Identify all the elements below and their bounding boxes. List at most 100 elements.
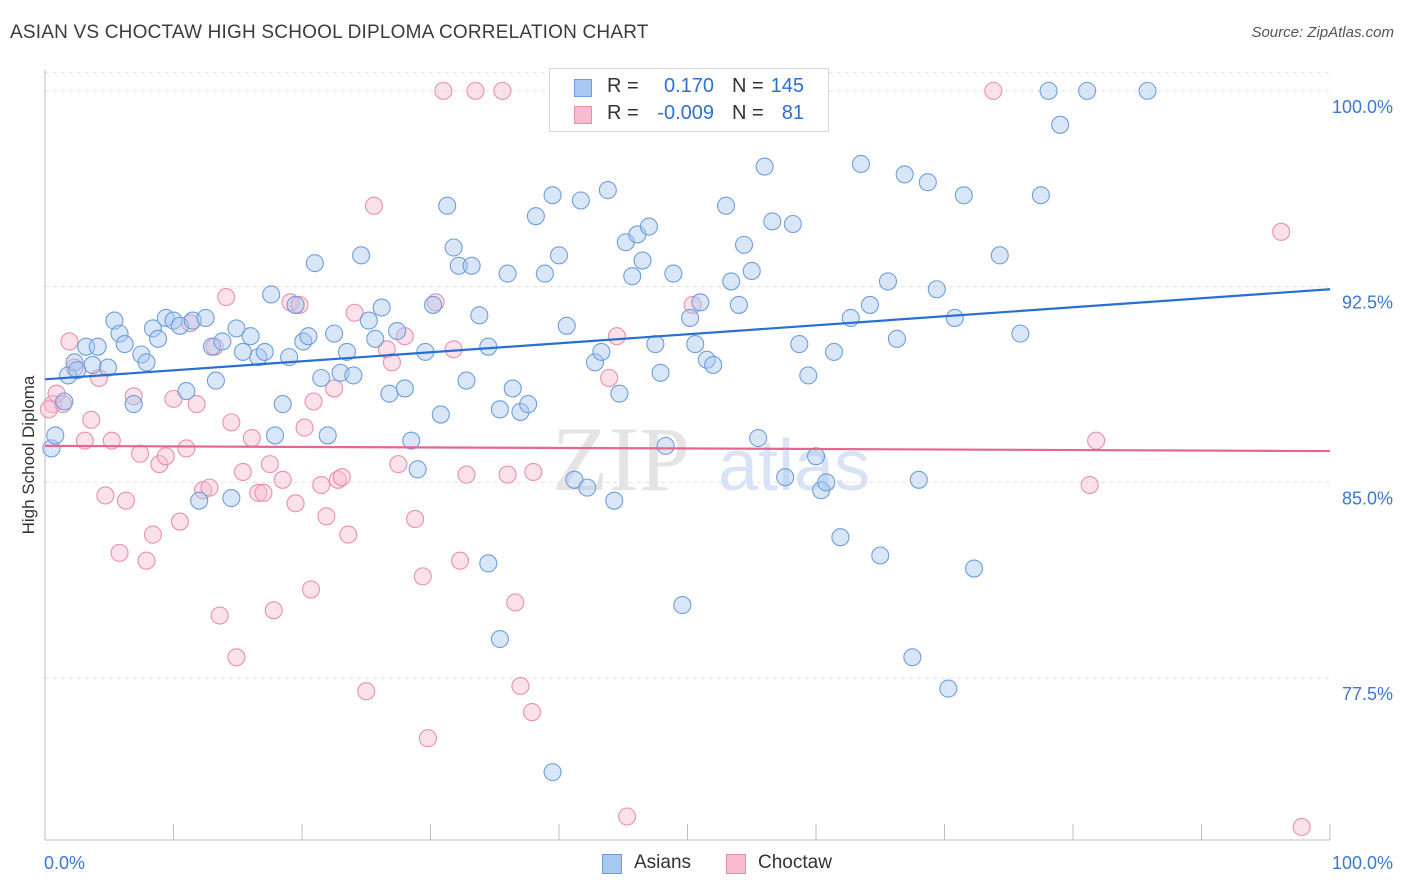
asian-point [824, 342, 844, 361]
y-tick-label: 77.5% [1342, 684, 1393, 704]
asian-point [498, 264, 517, 283]
choctaw-point [177, 439, 196, 458]
asian-point [366, 329, 385, 348]
choctaw-point [339, 525, 358, 544]
choctaw-point [254, 483, 273, 502]
choctaw-point [82, 410, 101, 429]
choctaw-point [102, 431, 121, 450]
asian-point [887, 329, 907, 348]
asian-point [325, 324, 344, 343]
choctaw-point [1080, 475, 1099, 495]
asian-point [691, 293, 710, 312]
choctaw-point [260, 455, 279, 474]
asian-point [273, 395, 292, 414]
asian-point [598, 181, 617, 200]
asian-point [206, 371, 225, 390]
asian-point [664, 264, 683, 283]
asian-point [318, 426, 337, 445]
asian-point [592, 342, 611, 361]
asian-point [945, 308, 964, 328]
asian-point [305, 254, 324, 273]
asian-point [395, 379, 414, 398]
choctaw-point [286, 494, 305, 513]
asian-point [776, 468, 795, 487]
choctaw-point [89, 368, 109, 388]
choctaw-point [389, 455, 408, 474]
choctaw-point [426, 293, 445, 312]
asian-point [190, 491, 209, 510]
asian-point [722, 272, 741, 291]
choctaw-point [301, 580, 321, 599]
choctaw-point [170, 512, 189, 531]
asian-point [549, 246, 569, 265]
asian-point [444, 238, 463, 257]
asian-point [359, 311, 378, 330]
choctaw-point [1272, 222, 1291, 241]
y-tick-label: 100.0% [1332, 97, 1393, 117]
x-tick-label: 100.0% [1332, 853, 1393, 873]
choctaw-point [187, 395, 206, 414]
choctaw-point [434, 81, 453, 100]
asian-point [388, 321, 407, 341]
choctaw-point [1087, 431, 1106, 450]
asian-point [59, 366, 78, 385]
asian-point [990, 246, 1009, 265]
source-label: Source: ZipAtlas.com [1251, 24, 1394, 41]
asian-point [233, 342, 252, 361]
y-axis-label: High School Diploma [19, 375, 38, 534]
asian-point [686, 335, 705, 354]
asian-point [610, 384, 629, 403]
legend-r-value-choctaw: -0.009 [657, 102, 714, 124]
choctaw-point [75, 431, 94, 450]
choctaw-point [131, 444, 150, 463]
asian-point [909, 470, 928, 489]
watermark-zip: ZIP [552, 408, 690, 510]
legend-row-choctaw: R = -0.009 N = 81 [550, 100, 828, 128]
asian-point [1051, 115, 1070, 134]
choctaw-point [210, 606, 229, 625]
choctaw-point [522, 703, 542, 722]
legend-n-value-choctaw: 81 [781, 102, 804, 124]
choctaw-point [110, 543, 129, 562]
grid-lines [45, 72, 1330, 679]
asian-point [503, 379, 522, 398]
asian-point [639, 217, 659, 236]
choctaw-point [295, 418, 314, 437]
choctaw-point [984, 81, 1003, 100]
asian-point [1039, 81, 1058, 100]
asian-point [1078, 81, 1097, 100]
asian-point [408, 460, 427, 479]
asian-point [449, 256, 468, 275]
trend-lines [44, 288, 1331, 453]
choctaw-point [451, 551, 470, 570]
asian-point [262, 285, 281, 304]
y-tick-label: 85.0% [1342, 488, 1393, 508]
asian-point [790, 335, 809, 354]
legend-swatch-choctaw [574, 106, 592, 124]
asian-point [490, 629, 509, 649]
choctaw-point [217, 288, 236, 307]
choctaw-point [124, 387, 143, 406]
choctaw-point [273, 470, 292, 489]
asian-point [927, 280, 946, 299]
choctaw-point [317, 507, 336, 526]
asian-point [149, 329, 168, 348]
choctaw-point [242, 428, 261, 448]
choctaw-point [332, 468, 351, 487]
asian-point [98, 358, 118, 377]
asian-point [470, 306, 489, 325]
asian-point [402, 431, 421, 450]
legend-swatch-asians [602, 854, 622, 874]
choctaw-point [137, 551, 156, 570]
asian-point [651, 363, 670, 382]
asian-point [255, 342, 274, 361]
asian-point [656, 436, 675, 455]
choctaw-point [345, 303, 364, 322]
choctaw-point [264, 601, 283, 620]
asian-point [241, 327, 260, 346]
asian-point [286, 295, 305, 314]
choctaw-trend-line [44, 444, 1331, 453]
choctaw-point [607, 327, 626, 346]
chart-title: ASIAN VS CHOCTAW HIGH SCHOOL DIPLOMA COR… [10, 22, 649, 43]
asian-point [557, 316, 576, 335]
